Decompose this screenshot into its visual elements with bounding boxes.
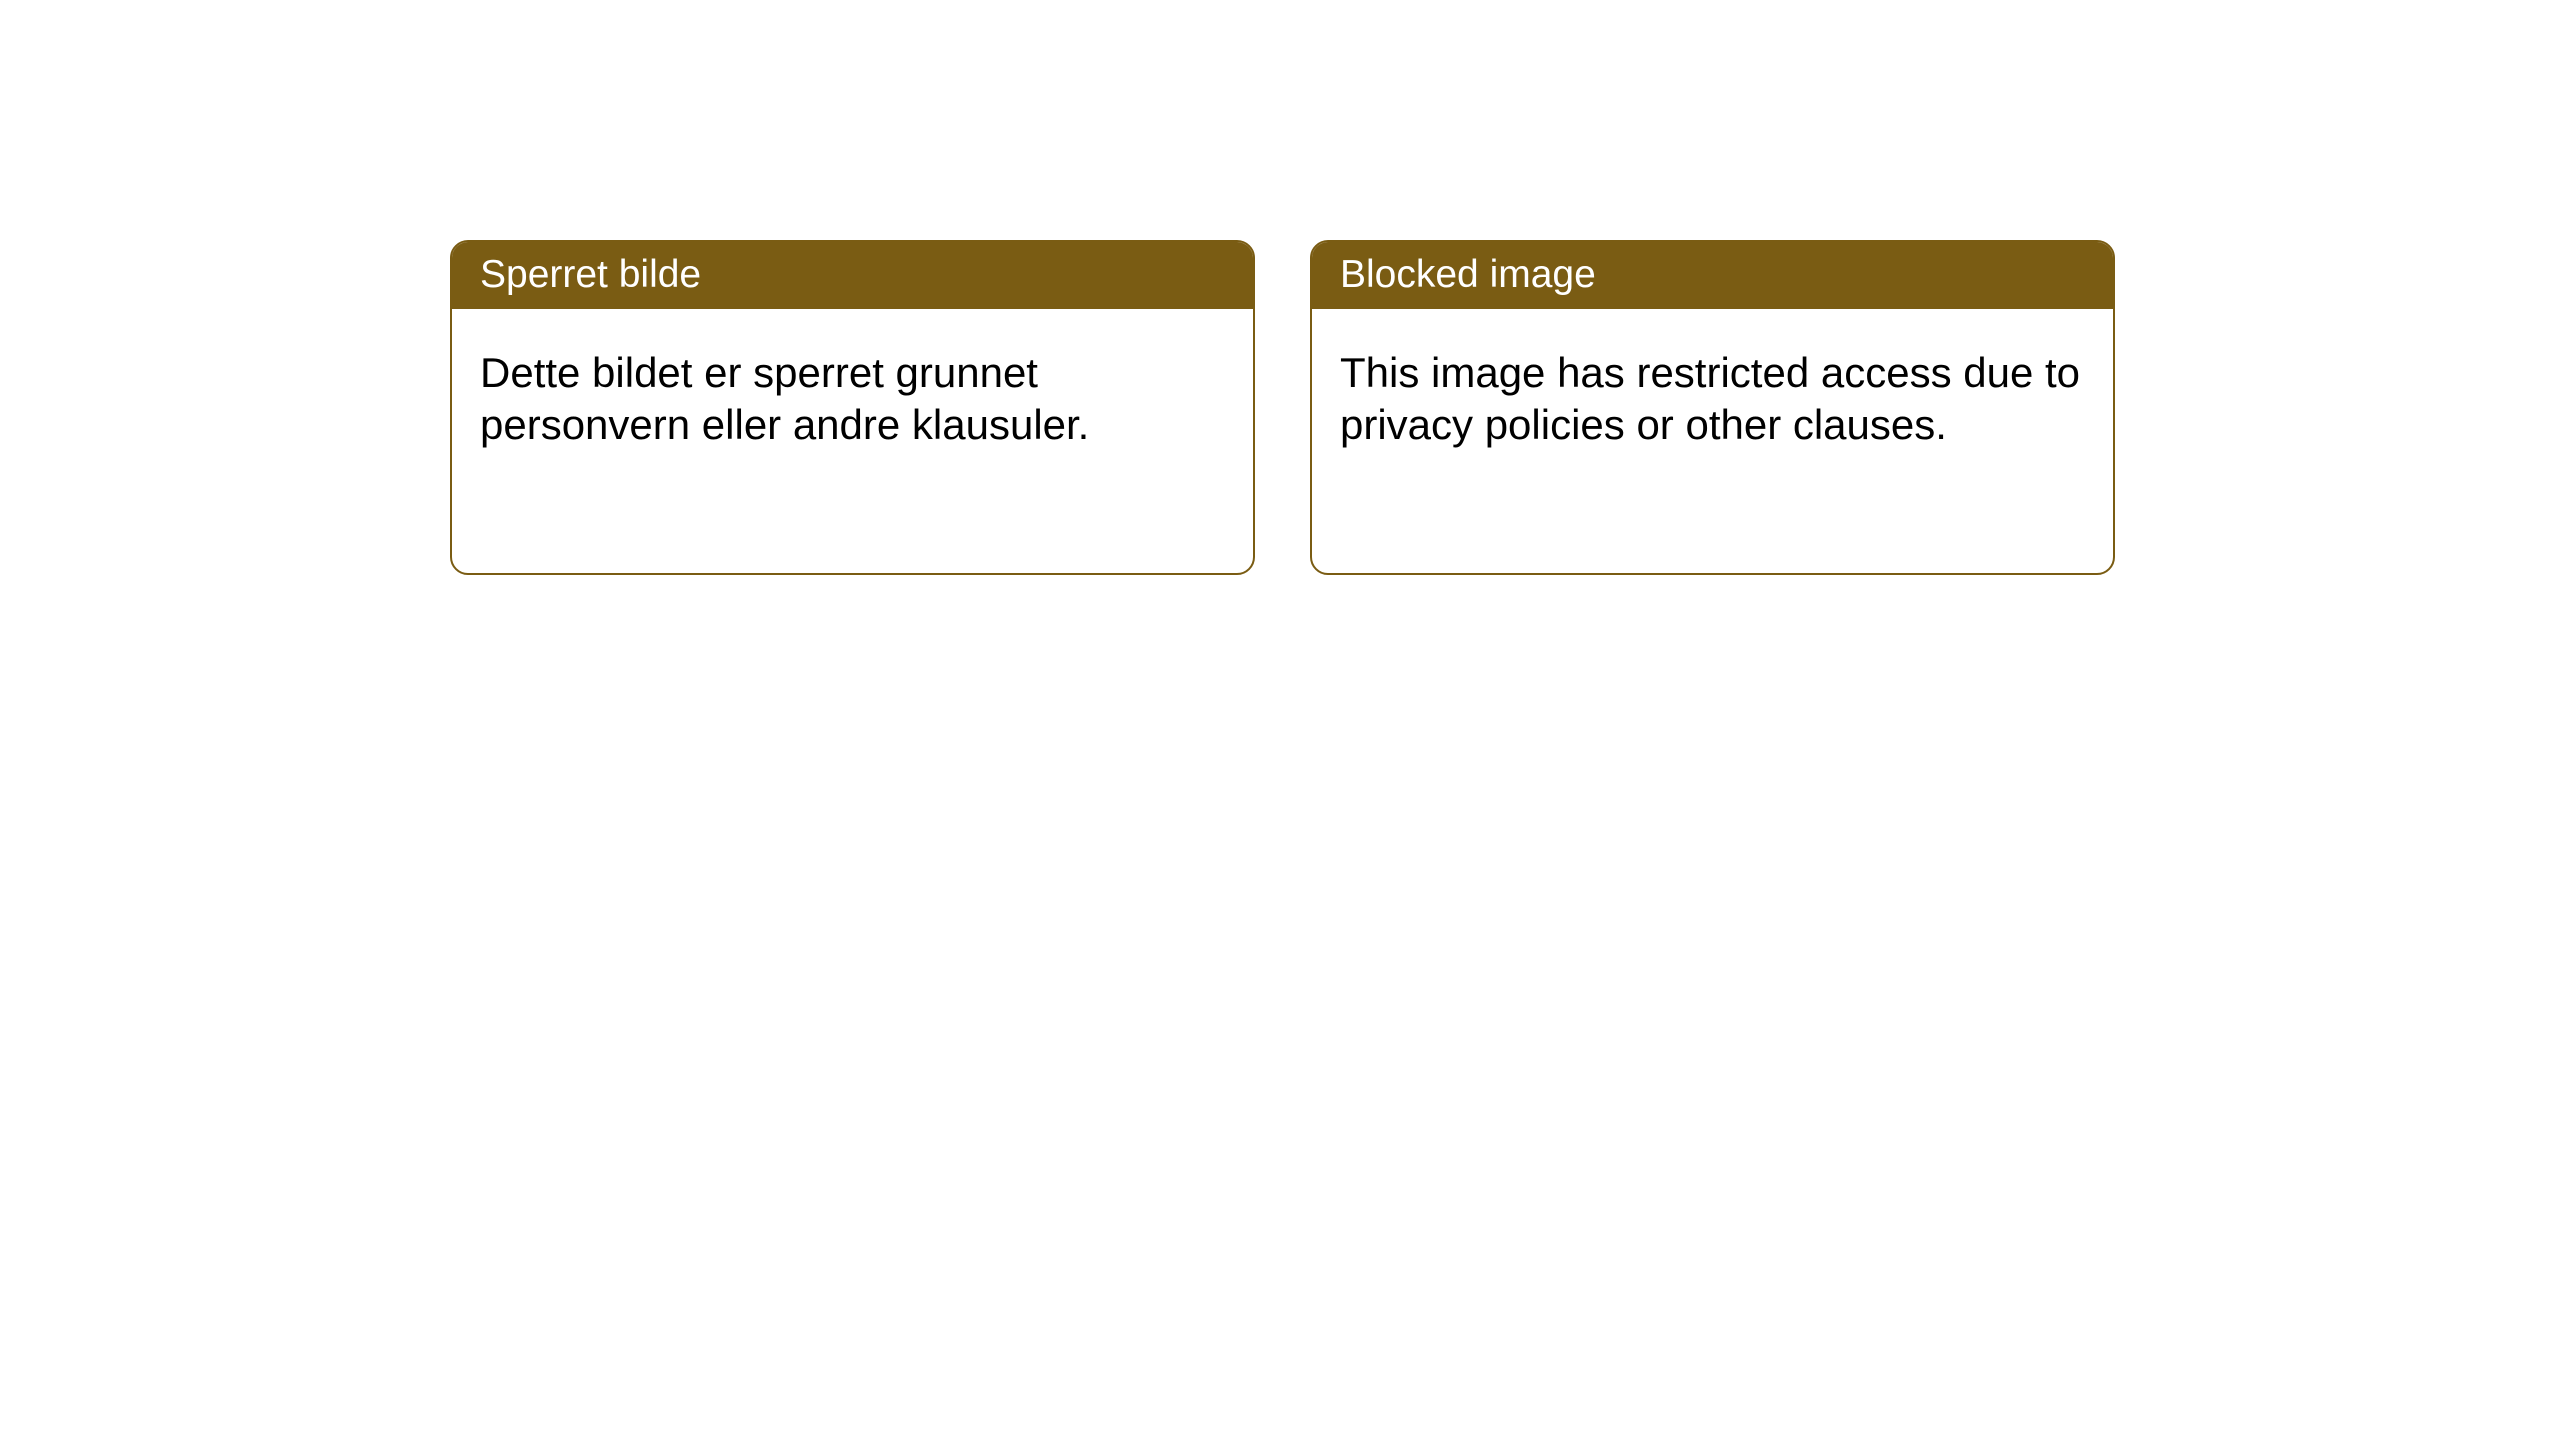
notice-header: Blocked image: [1312, 242, 2113, 309]
notice-card-english: Blocked image This image has restricted …: [1310, 240, 2115, 575]
notice-card-norwegian: Sperret bilde Dette bildet er sperret gr…: [450, 240, 1255, 575]
notice-container: Sperret bilde Dette bildet er sperret gr…: [450, 240, 2115, 575]
notice-body: This image has restricted access due to …: [1312, 309, 2113, 490]
notice-header: Sperret bilde: [452, 242, 1253, 309]
notice-body: Dette bildet er sperret grunnet personve…: [452, 309, 1253, 490]
